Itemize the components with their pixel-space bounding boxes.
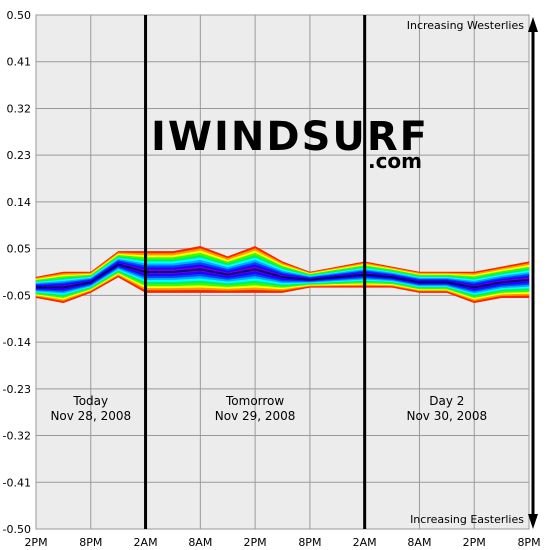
annotation-top: Increasing Westerlies [407,19,525,32]
center-line [36,263,530,289]
x-axis-ticks: 2PM 8PM 2AM 8AM 2PM 8PM 2AM 8AM 2PM 8PM [24,536,540,549]
arrow-up-head-icon [528,17,538,32]
y-tick-label: 0.23 [7,149,32,162]
day-label-date: Nov 28, 2008 [50,409,131,423]
day-label-name: Day 2 [429,394,464,408]
y-axis-ticks: 0.50 0.41 0.32 0.23 0.14 0.05 -0.05 -0.14 -0.23 -… [3,9,31,536]
day-label-date: Nov 29, 2008 [215,409,296,423]
y-tick-label: -0.50 [3,523,31,536]
x-tick-label: 8PM [79,536,102,549]
x-tick-label: 2PM [244,536,267,549]
x-tick-label: 2AM [353,536,377,549]
wind-bands [35,246,530,304]
x-tick-label: 8PM [517,536,540,549]
y-tick-label: -0.14 [3,336,31,349]
y-tick-label: -0.23 [3,383,31,396]
watermark: IWINDSURF .com [151,114,429,173]
y-tick-label: -0.32 [3,430,31,443]
watermark-text: IWINDSURF [151,114,429,160]
x-tick-label: 8PM [298,536,321,549]
day-dividers [144,15,367,529]
x-tick-label: 8AM [407,536,431,549]
annotation-bottom: Increasing Easterlies [410,513,524,526]
day-label-date: Nov 30, 2008 [406,409,487,423]
y-tick-label: -0.41 [3,476,31,489]
x-tick-label: 8AM [188,536,212,549]
arrow-down-head-icon [528,514,538,529]
y-tick-label: 0.05 [7,243,32,256]
watermark-domain: .com [368,149,422,173]
y-tick-label: 0.14 [7,196,32,209]
x-tick-label: 2PM [24,536,47,549]
direction-arrow [528,17,538,529]
lower-wind-band [35,275,530,304]
y-tick-label: 0.32 [7,102,32,115]
y-tick-label: 0.41 [7,56,32,69]
x-tick-label: 2PM [463,536,486,549]
x-tick-label: 2AM [134,536,158,549]
day-label-name: Today [72,394,108,408]
day-label-name: Tomorrow [225,394,284,408]
y-tick-label: 0.50 [7,9,32,22]
y-tick-label: -0.05 [3,289,31,302]
